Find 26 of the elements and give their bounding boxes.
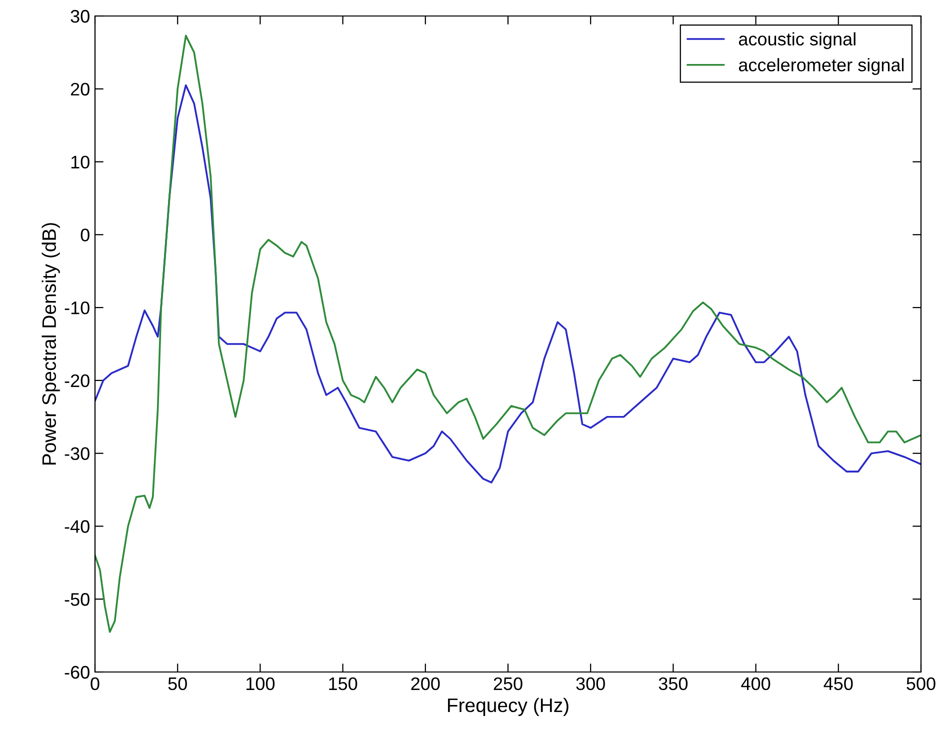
x-tick-label: 350 [658, 677, 688, 690]
y-tick-label: -20 [64, 374, 90, 388]
y-tick-label: 30 [70, 10, 90, 23]
x-tick-label: 200 [411, 677, 440, 690]
y-tick-label: -40 [64, 520, 90, 533]
y-tick-label: 20 [70, 82, 90, 96]
x-tick-label: 100 [246, 677, 275, 690]
x-tick-label: 150 [329, 677, 358, 690]
y-tick-label: -30 [64, 447, 90, 460]
x-tick-label: 250 [494, 677, 522, 690]
y-axis-title: Power Spectral Density (dB) [42, 223, 60, 465]
legend-label: acoustic signal [738, 32, 856, 50]
x-tick-label: 50 [168, 677, 187, 690]
line-series [95, 84, 921, 484]
x-tick-label: 450 [824, 677, 853, 690]
x-tick-label: 0 [90, 677, 100, 690]
x-tick-label: 400 [741, 677, 770, 690]
x-axis-title: Frequecy (Hz) [448, 698, 568, 716]
y-tick-label: -10 [64, 301, 90, 314]
y-tick-label: 10 [71, 156, 90, 168]
x-tick-label: 500 [906, 677, 936, 690]
legend-label: accelerometer signal [738, 58, 904, 75]
x-tick-label: 300 [576, 677, 605, 690]
y-tick-label: 0 [80, 228, 90, 242]
y-tick-label: -60 [64, 666, 90, 679]
y-tick-label: -50 [64, 593, 90, 606]
